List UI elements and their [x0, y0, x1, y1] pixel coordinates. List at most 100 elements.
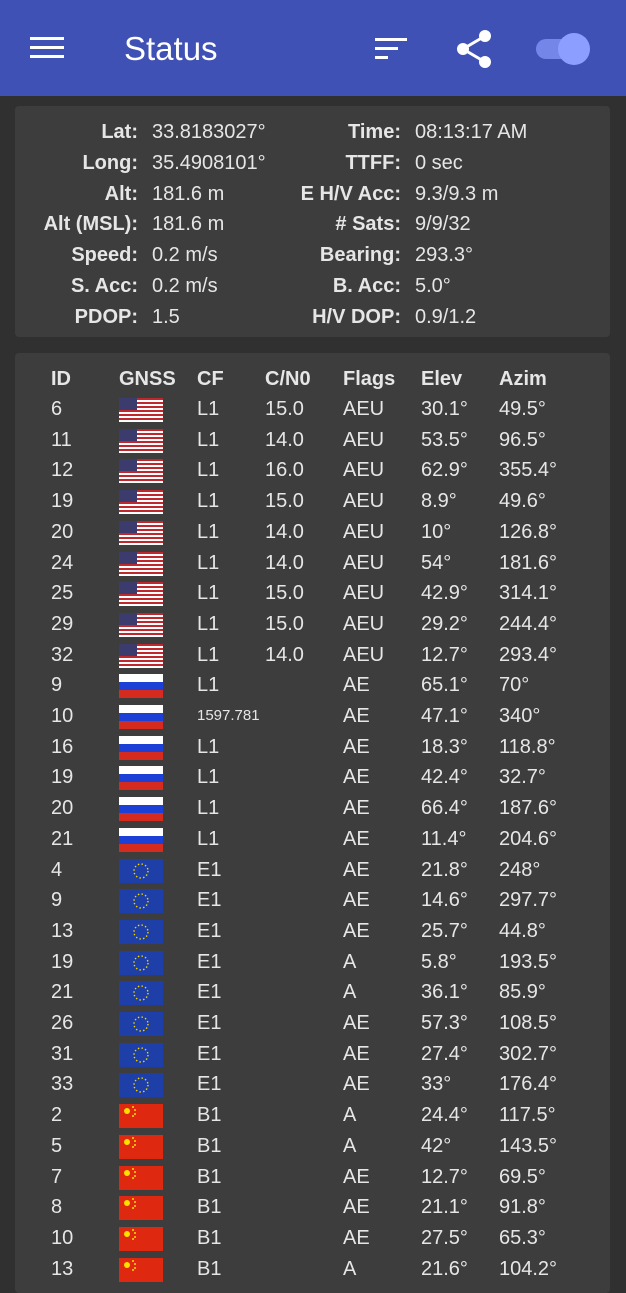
cell: 27.4° [421, 1042, 468, 1065]
column-header: ID [51, 368, 71, 390]
info-label: S. Acc: [70, 275, 138, 297]
gnss-flag [119, 920, 163, 944]
cell: 10 [51, 1226, 74, 1249]
cell: AE [343, 1012, 370, 1034]
info-value: 181.6 m [152, 182, 225, 205]
cell: 25.7° [421, 919, 468, 942]
info-value: 08:13:17 AM [415, 121, 528, 143]
cell: 7 [51, 1165, 63, 1188]
cell: E1 [197, 889, 222, 912]
cell: 70° [499, 674, 530, 697]
info-label: Speed: [71, 244, 138, 267]
cell: 19 [51, 950, 74, 973]
cell: L1 [197, 551, 220, 574]
cell: 244.4° [499, 612, 558, 635]
cell: 65.1° [421, 674, 468, 697]
cell: 117.5° [499, 1104, 556, 1127]
cell: 16 [51, 735, 74, 758]
cell: 54° [421, 551, 452, 574]
info-label: Time: [348, 121, 401, 143]
info-value: 33.8183027° [152, 121, 266, 143]
cell: 19 [51, 490, 74, 513]
cell: 12.7° [421, 643, 468, 666]
cell: AEU [343, 459, 385, 482]
cell: 49.6° [499, 490, 546, 513]
cell: AE [343, 674, 370, 697]
gnss-flag [119, 459, 163, 483]
cell: AE [343, 1042, 370, 1065]
cell: 302.7° [499, 1042, 558, 1065]
cell: L1 [197, 490, 220, 513]
cell: 33° [421, 1073, 452, 1096]
cell: AEU [343, 428, 385, 451]
cell: A [343, 1134, 357, 1157]
cell: 19 [51, 766, 74, 789]
info-label: Bearing: [319, 244, 401, 267]
cell: E1 [197, 1012, 222, 1034]
cell: 66.4° [421, 797, 468, 820]
cell: 47.1° [421, 705, 468, 727]
cell: 44.8° [499, 919, 546, 942]
cell: AE [343, 735, 370, 758]
cell: 21.8° [421, 858, 468, 881]
cell: L1 [197, 766, 220, 789]
cell: 14.0 [265, 551, 304, 574]
cell: 20 [51, 520, 74, 543]
cell: 29 [51, 612, 74, 635]
info-value: 9/9/32 [415, 213, 471, 236]
cell: 65.3° [499, 1226, 546, 1249]
cell: L1 [197, 612, 220, 635]
info-value: 181.6 m [152, 213, 225, 236]
cell: 27.5° [421, 1226, 468, 1249]
cell: 297.7° [499, 889, 558, 912]
cell: B1 [197, 1196, 222, 1219]
info-value: 9.3/9.3 m [415, 182, 499, 205]
share-button[interactable] [454, 28, 496, 70]
gnss-flag [119, 859, 163, 883]
cell: 96.5° [499, 428, 546, 451]
cell: 12.7° [421, 1165, 468, 1188]
column-header: Azim [499, 368, 547, 390]
cell: 15.0 [265, 582, 304, 605]
cell: 42.4° [421, 766, 468, 789]
info-value: 5.0° [415, 275, 451, 297]
gnss-flag [119, 951, 163, 975]
gnss-flag [119, 552, 163, 576]
cell: 29.2° [421, 612, 468, 635]
cell: 21.6° [421, 1257, 468, 1280]
info-label: H/V DOP: [312, 305, 401, 328]
cell: AEU [343, 551, 385, 574]
info-value: 0.2 m/s [152, 244, 218, 267]
column-header: Elev [421, 368, 463, 390]
cell: 340° [499, 705, 541, 727]
toggle-switch[interactable] [534, 30, 594, 68]
gnss-flag [119, 1012, 163, 1036]
gnss-flag [119, 766, 163, 790]
cell: 9 [51, 889, 63, 912]
sort-button[interactable] [375, 37, 409, 61]
cell: 5.8° [421, 950, 457, 973]
cell: 14.0 [265, 428, 304, 451]
cell: 15.0 [265, 490, 304, 513]
cell: 16.0 [265, 459, 304, 482]
menu-button[interactable] [30, 36, 66, 62]
cell: B1 [197, 1257, 222, 1280]
cell: AE [343, 919, 370, 942]
cell: B1 [197, 1165, 222, 1188]
cell: AE [343, 889, 370, 912]
info-value: 0 sec [415, 151, 463, 174]
cell: 25 [51, 582, 74, 605]
cell: AE [343, 705, 370, 727]
cell: 355.4° [499, 459, 558, 482]
gnss-flag [119, 736, 163, 760]
info-value: 0.2 m/s [152, 275, 218, 297]
gnss-flag [119, 1258, 163, 1282]
cell: 104.2° [499, 1257, 558, 1280]
cell: 248° [499, 858, 541, 881]
cell: 13 [51, 919, 74, 942]
info-label: PDOP: [74, 305, 138, 328]
info-value: 35.4908101° [152, 151, 266, 174]
cell: E1 [197, 858, 222, 881]
cell: 13 [51, 1257, 74, 1280]
gnss-flag [119, 797, 163, 821]
